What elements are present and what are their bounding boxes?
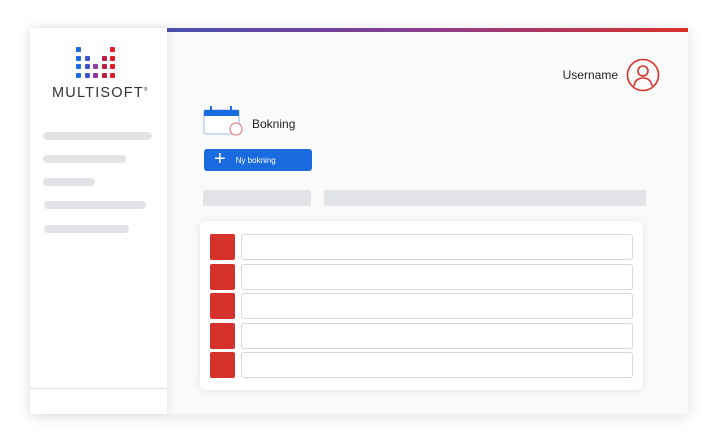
row-field[interactable] — [241, 322, 633, 349]
new-booking-label: Ny bokning — [235, 155, 276, 165]
list-item[interactable] — [210, 234, 633, 260]
logo-dot — [101, 55, 107, 61]
logo-dot — [110, 55, 116, 61]
row-status-marker — [210, 322, 235, 349]
logo-dot — [76, 64, 81, 70]
logo-dot — [101, 72, 107, 78]
list-item[interactable] — [210, 352, 633, 379]
row-field[interactable] — [241, 234, 633, 260]
booking-list — [200, 221, 643, 390]
sidebar-item-placeholder[interactable] — [44, 225, 129, 233]
app-window: MULTISOFT® Username Bokning + Ny bokning — [30, 28, 688, 414]
list-item[interactable] — [210, 293, 633, 320]
filter-placeholder[interactable] — [203, 190, 311, 206]
sidebar-item-placeholder[interactable] — [43, 132, 152, 140]
logo-dot — [84, 72, 90, 78]
row-field[interactable] — [241, 352, 633, 379]
sidebar-item-placeholder[interactable] — [43, 155, 126, 163]
row-status-marker — [210, 234, 235, 260]
logo-dot — [76, 55, 81, 61]
list-item[interactable] — [210, 322, 633, 349]
username: Username — [562, 68, 618, 82]
logo-dot — [110, 64, 116, 70]
sidebar-footer — [30, 388, 167, 389]
logo-dot — [101, 64, 107, 70]
list-item[interactable] — [210, 263, 633, 290]
logo-dot — [76, 47, 81, 52]
logo-text: MULTISOFT® — [52, 85, 149, 101]
calendar-icon — [203, 106, 243, 136]
logo-dot — [110, 47, 116, 52]
sidebar-item-placeholder[interactable] — [44, 201, 146, 209]
logo-dot — [93, 64, 99, 70]
page-title: Bokning — [252, 117, 296, 131]
new-booking-button[interactable]: + Ny bokning — [204, 149, 312, 171]
row-field[interactable] — [241, 263, 633, 290]
row-status-marker — [210, 263, 235, 290]
logo-dot — [93, 72, 99, 78]
logo-dot — [84, 64, 90, 70]
search-placeholder[interactable] — [324, 190, 646, 206]
logo-dot — [84, 55, 90, 61]
row-field[interactable] — [241, 293, 633, 320]
row-status-marker — [210, 293, 235, 320]
logo-dot — [76, 72, 81, 78]
accent-gradient-bar — [167, 28, 688, 32]
user-menu[interactable]: Username — [563, 58, 660, 92]
sidebar-item-placeholder[interactable] — [43, 178, 95, 186]
user-circle-icon[interactable] — [626, 58, 660, 92]
row-status-marker — [210, 352, 235, 379]
sidebar: MULTISOFT® — [30, 28, 167, 414]
main-content: Username Bokning + Ny bokning — [167, 28, 688, 414]
logo-dot — [110, 72, 116, 78]
plus-icon: + — [214, 148, 226, 170]
